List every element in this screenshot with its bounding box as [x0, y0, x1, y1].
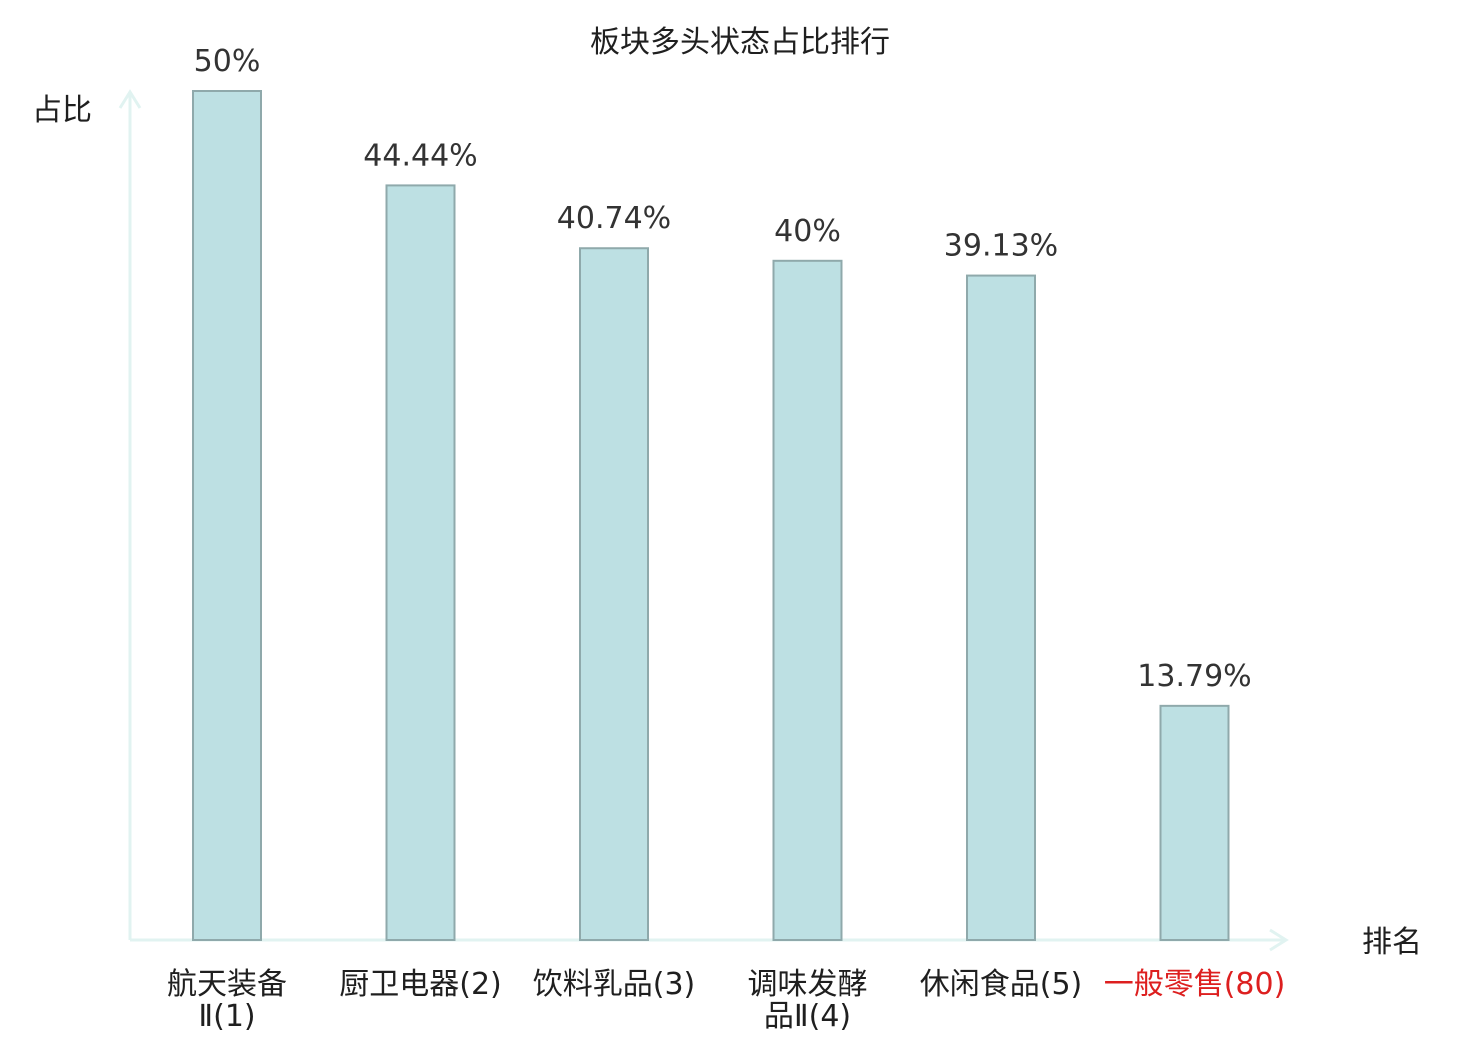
- x-tick-label: 品Ⅱ(4): [764, 999, 851, 1034]
- bar: [192, 90, 262, 941]
- bar: [1159, 704, 1230, 942]
- data-label: 39.13%: [944, 229, 1058, 264]
- bar: [385, 184, 456, 941]
- x-tick-label: 航天装备: [167, 967, 287, 1002]
- data-label: 50%: [194, 44, 261, 79]
- bar: [579, 247, 649, 941]
- bar: [772, 259, 843, 941]
- x-axis-arrow: [1269, 928, 1289, 952]
- value-labels-group: 50% 44.44% 40.74% 40% 39.13% 13.79%: [194, 44, 1252, 694]
- x-tick-label: 厨卫电器(2): [339, 967, 502, 1002]
- x-tick-label: 休闲食品(5): [920, 967, 1083, 1002]
- data-label: 44.44%: [363, 138, 477, 173]
- chart-title: 板块多头状态占比排行: [590, 25, 890, 60]
- y-axis: 占比: [32, 89, 142, 940]
- x-tick-label: 饮料乳品(3): [533, 967, 696, 1002]
- x-tick-label: 调味发酵: [748, 967, 868, 1002]
- data-label: 13.79%: [1137, 659, 1251, 694]
- y-axis-label: 占比: [32, 93, 92, 128]
- data-label: 40.74%: [557, 201, 671, 236]
- x-axis: 排名: [130, 925, 1422, 960]
- x-axis-label: 排名: [1362, 925, 1422, 960]
- x-tick-label: 一般零售(80): [1104, 967, 1286, 1002]
- bar: [966, 274, 1036, 942]
- bars-group: [192, 90, 1230, 942]
- data-label: 40%: [774, 214, 841, 249]
- x-tick-label: Ⅱ(1): [198, 999, 255, 1034]
- y-axis-arrow: [118, 89, 142, 109]
